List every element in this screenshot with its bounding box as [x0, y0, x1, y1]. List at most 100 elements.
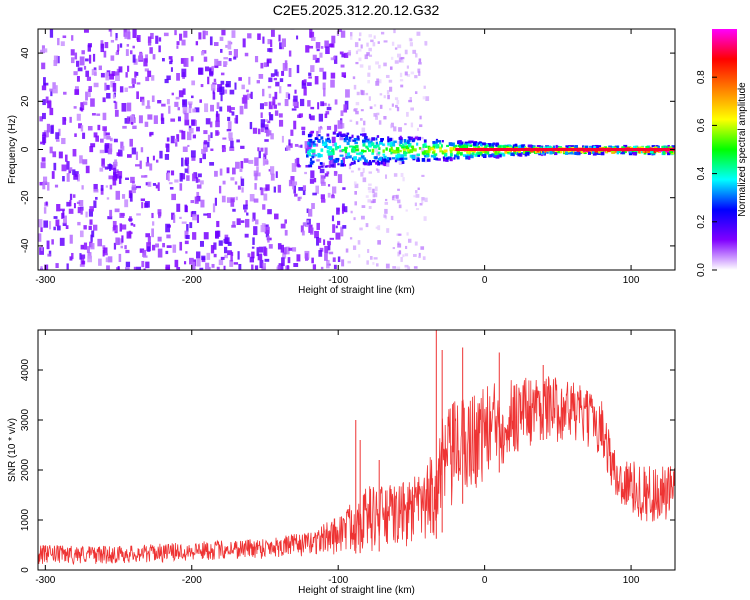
spectrogram-cell — [216, 266, 220, 270]
spectrogram-cell — [235, 115, 239, 124]
spectrogram-cell — [89, 219, 93, 225]
spectrogram-cell — [292, 99, 298, 107]
spectrogram-cell — [354, 148, 359, 152]
spectrogram-cell — [141, 99, 145, 106]
spectrogram-cell — [164, 78, 169, 84]
spectrogram-cell — [184, 240, 189, 245]
spectrogram-cell — [312, 264, 317, 270]
spectrogram-cell — [322, 82, 326, 90]
spectrogram-cell — [375, 263, 379, 267]
spectrogram-cell — [375, 61, 380, 65]
spectrogram-cell — [221, 29, 226, 36]
spectrogram-cell — [592, 152, 597, 156]
spectrogram-cell — [357, 240, 361, 245]
spectrogram-cell — [249, 256, 255, 263]
spectrogram-cell — [71, 252, 74, 260]
spectrogram-cell — [76, 201, 81, 205]
spectrogram-cell — [239, 105, 244, 115]
spectrogram-cell — [318, 134, 321, 137]
spectrogram-cell — [419, 202, 423, 206]
spectrogram-cell — [330, 72, 336, 79]
spectrogram-cell — [232, 167, 236, 175]
spectrogram-cell — [249, 121, 253, 130]
spectrogram-cell — [368, 54, 373, 57]
spectrogram-cell — [294, 193, 298, 197]
spectrogram-cell — [199, 240, 204, 247]
spectrogram-cell — [45, 96, 49, 104]
spectrogram-cell — [330, 79, 335, 88]
spectrogram-cell — [349, 119, 353, 122]
spectrogram-cell — [293, 263, 299, 267]
spectrogram-cell — [367, 72, 371, 77]
spectrogram-cell — [151, 228, 154, 238]
spectrogram-cell — [292, 247, 297, 252]
spectrogram-cell — [404, 147, 407, 151]
spectrogram-cell — [206, 252, 211, 260]
spectrogram-cell — [281, 257, 285, 267]
spectrogram-cell — [107, 256, 113, 263]
spectrogram-cell — [47, 253, 51, 257]
spectrogram-cell — [349, 163, 352, 166]
spectrogram-cell — [209, 162, 215, 166]
spectrogram-cell — [408, 136, 413, 141]
spectrogram-cell — [124, 87, 128, 92]
spectrogram-cell — [70, 49, 75, 56]
spectrogram-cell — [246, 212, 249, 216]
colorbar-label: Normalized spectral amplitude — [737, 82, 748, 217]
spectrogram-cell — [79, 107, 82, 111]
spectrogram-cell — [140, 198, 146, 202]
spectrogram-cell — [288, 139, 291, 147]
spectrogram-cell — [407, 149, 411, 154]
spectrogram-cell — [296, 64, 300, 74]
spectrogram-cell — [205, 118, 211, 125]
spectrogram-cell — [222, 137, 227, 140]
spectrogram-cell — [404, 123, 407, 126]
spectrogram-cell — [145, 201, 150, 208]
spectrogram-cell — [292, 180, 295, 190]
spectrogram-cell — [591, 145, 594, 148]
spectrogram-cell — [103, 131, 107, 139]
spectrogram-cell — [389, 142, 392, 145]
spectrogram-cell — [355, 110, 359, 115]
spectrogram-cell — [144, 174, 148, 178]
spectrogram-cell — [279, 78, 284, 83]
spectrogram-cell — [226, 167, 230, 174]
spectrogram-cell — [343, 137, 346, 141]
spectrogram-cell — [260, 147, 264, 152]
spectrogram-cell — [132, 54, 136, 63]
spectrogram-cell — [118, 238, 123, 245]
spectrogram-cell — [263, 193, 268, 201]
spectrogram-cell — [136, 266, 142, 270]
spectrogram-cell — [88, 86, 92, 92]
spectrogram-cell — [403, 151, 408, 155]
spectrogram-cell — [527, 144, 532, 148]
spectrogram-cell — [125, 261, 131, 268]
spectrogram-cell — [364, 159, 368, 164]
spectrogram-cell — [393, 140, 397, 144]
spectrogram-cell — [308, 76, 312, 79]
spectrogram-cell — [302, 190, 306, 196]
spectrogram-cell — [62, 210, 65, 218]
spectrogram-cell — [462, 144, 466, 149]
spectrogram-cell — [203, 130, 208, 135]
x-tick-label: 0 — [482, 275, 488, 286]
spectrogram-cell — [366, 147, 369, 150]
spectrogram-cell — [416, 127, 419, 131]
spectrogram-cell — [256, 247, 259, 257]
spectrogram-cell — [52, 85, 58, 94]
spectrogram-cell — [352, 76, 356, 80]
spectrogram-cell — [262, 262, 266, 270]
spectrogram-cell — [569, 151, 574, 155]
spectrogram-cell — [497, 145, 502, 148]
spectrogram-cell — [407, 238, 412, 243]
spectrogram-cell — [80, 244, 84, 250]
spectrogram-cell — [171, 193, 176, 201]
spectrogram-cell — [326, 133, 330, 137]
spectrogram-cell — [166, 234, 171, 239]
spectrogram-cell — [395, 154, 398, 158]
spectrogram-cell — [146, 156, 149, 163]
spectrogram-cell — [157, 100, 162, 104]
spectrogram-cell — [471, 152, 475, 156]
spectrogram-cell — [368, 205, 372, 209]
spectrogram-cell — [66, 173, 70, 182]
